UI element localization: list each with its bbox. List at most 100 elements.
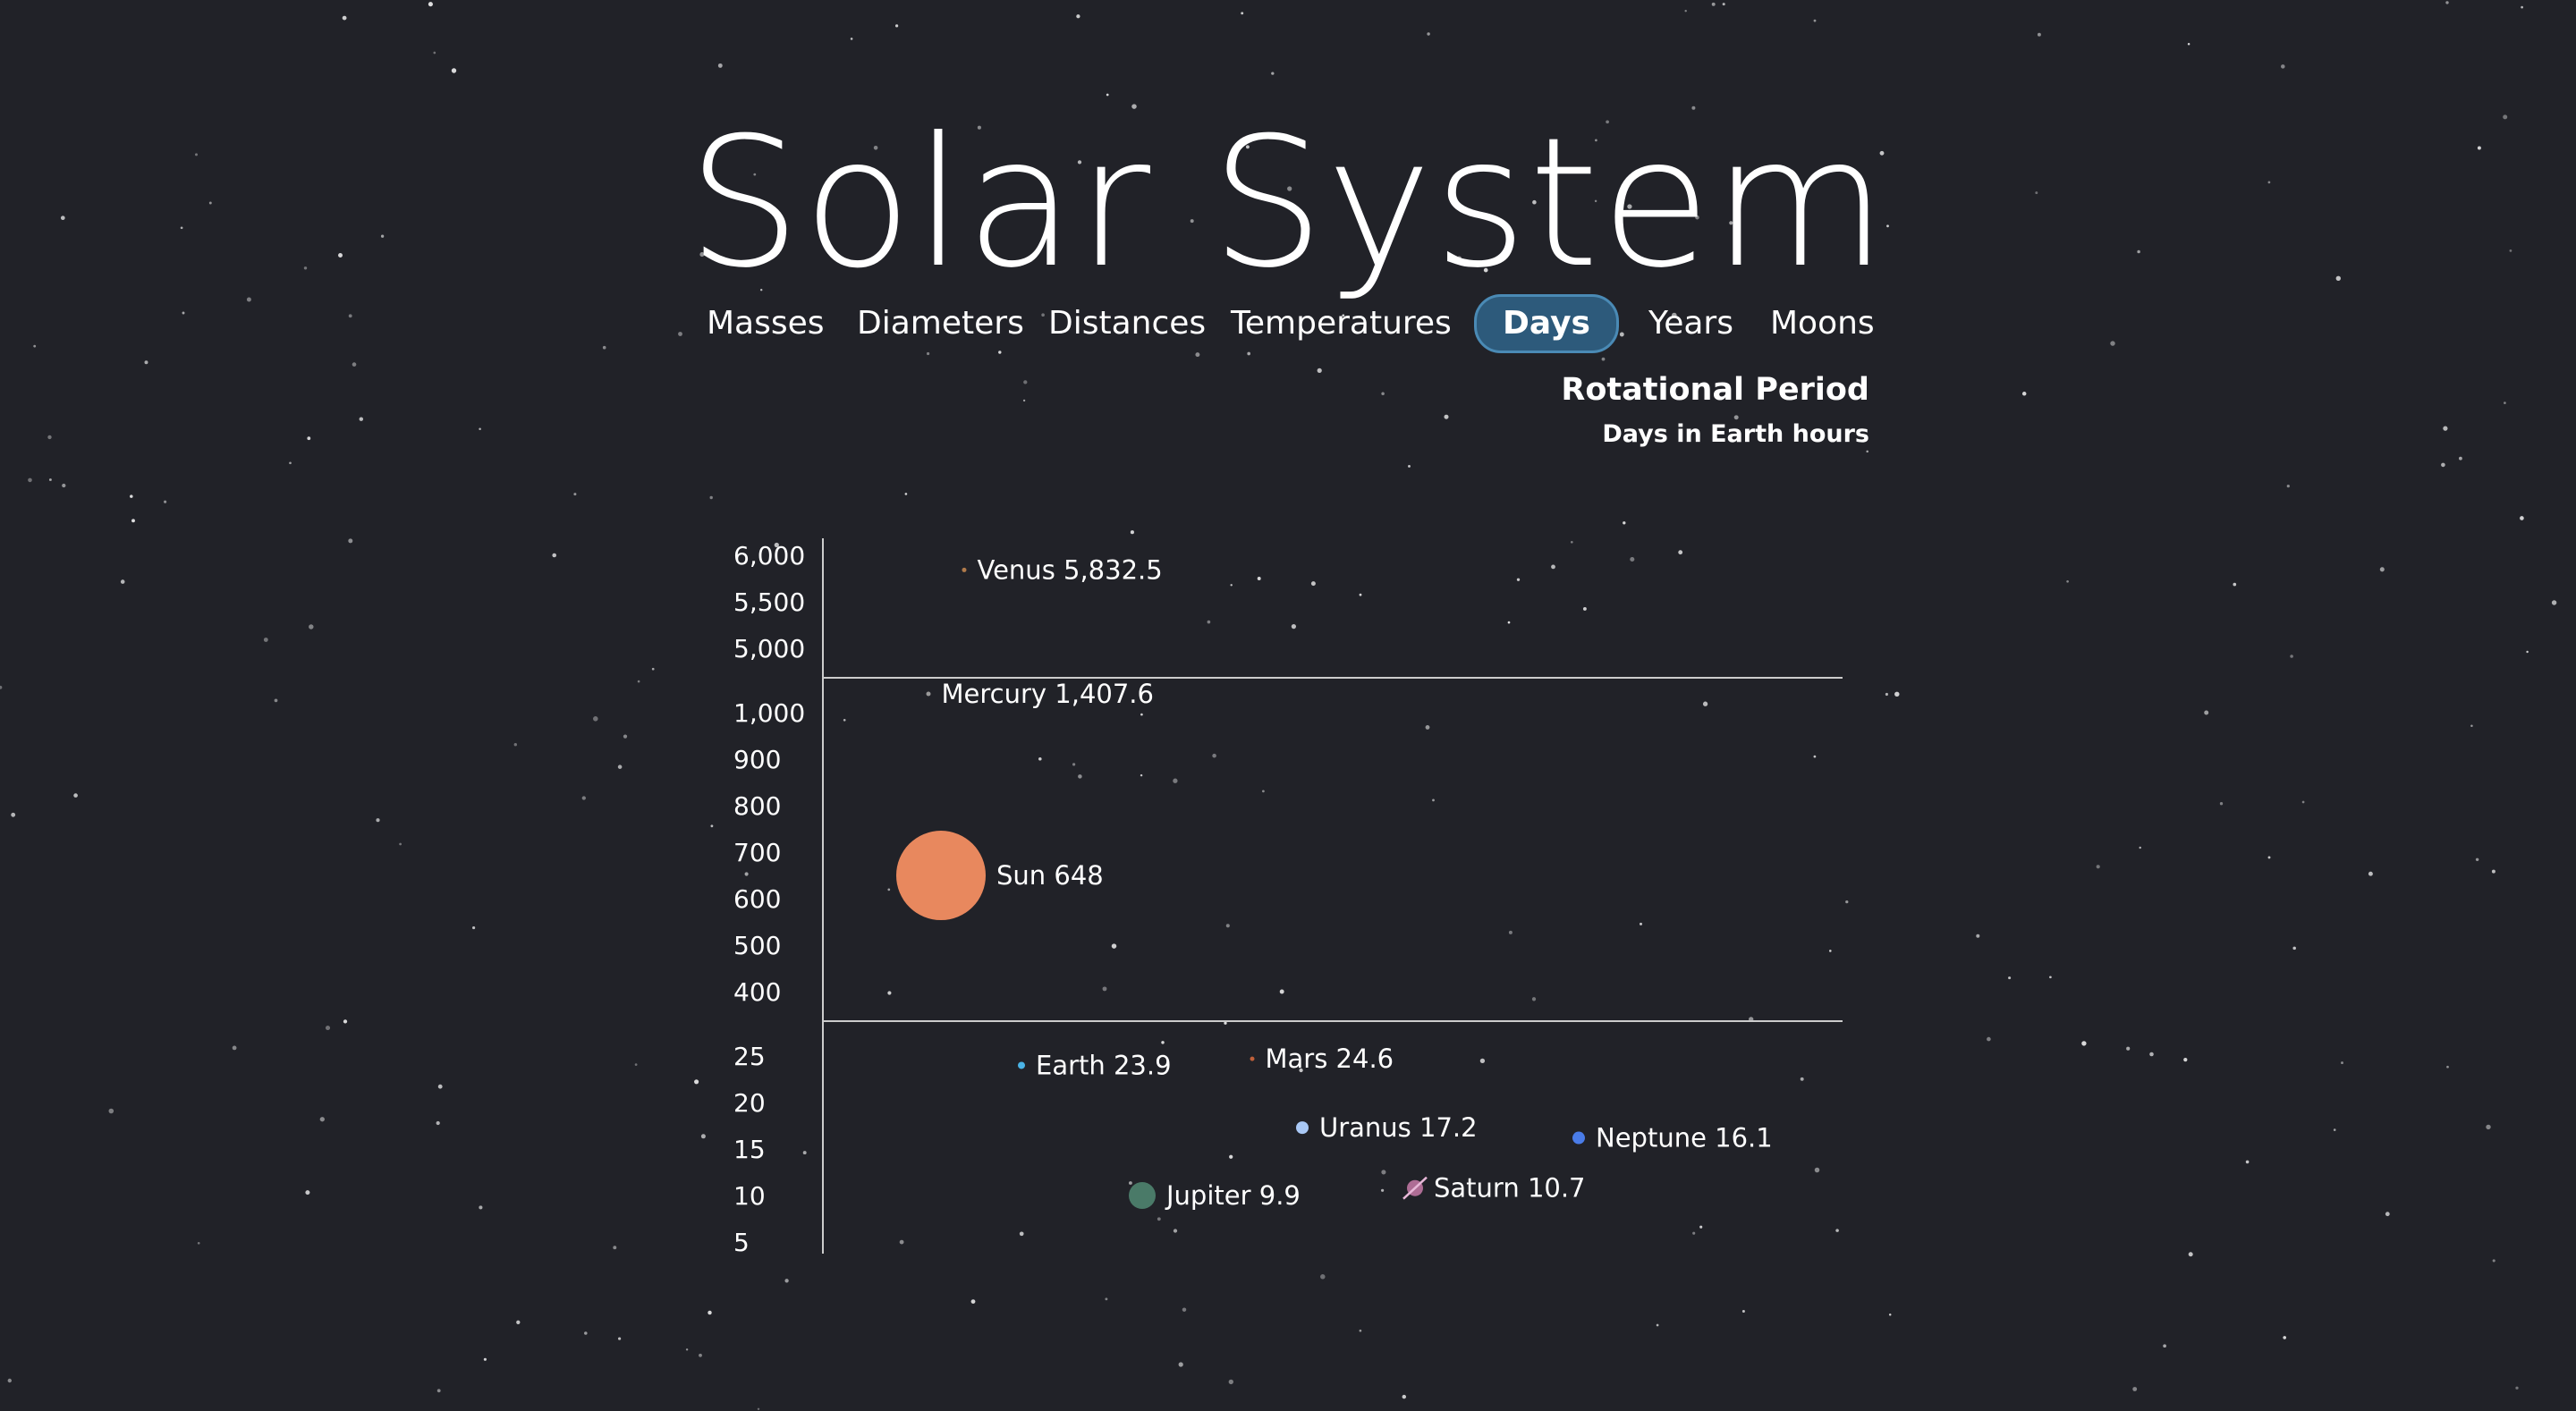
star-dot	[2187, 42, 2190, 46]
tab-masses[interactable]: Masses	[707, 305, 825, 342]
star-dot	[1722, 3, 1725, 6]
tab-diameters[interactable]: Diameters	[857, 305, 1024, 342]
tab-distances[interactable]: Distances	[1048, 305, 1207, 342]
star-dot	[2385, 1212, 2390, 1217]
star-dot	[1207, 620, 1211, 624]
star-dot	[2446, 1065, 2449, 1069]
star-dot	[11, 812, 16, 817]
star-dot	[1038, 757, 1042, 761]
star-dot	[2477, 146, 2481, 150]
star-dot	[1711, 2, 1716, 6]
star-dot	[1630, 556, 1635, 562]
point-uranus	[1296, 1121, 1309, 1135]
star-dot	[1182, 1307, 1187, 1312]
star-dot	[904, 493, 908, 495]
star-dot	[1230, 584, 1233, 587]
star-dot	[2491, 869, 2496, 874]
star-dot	[1310, 581, 1316, 587]
star-dot	[784, 1279, 789, 1283]
star-dot	[195, 153, 198, 156]
point-mars	[1250, 1056, 1255, 1061]
page-title: Solar System	[687, 99, 1889, 308]
y-tick-label: 600	[733, 884, 781, 914]
star-dot	[1425, 724, 1430, 730]
star-dot	[436, 1389, 441, 1393]
star-dot	[2520, 516, 2524, 520]
star-dot	[998, 351, 1002, 354]
star-dot	[1190, 219, 1194, 224]
star-dot	[399, 842, 402, 846]
point-earth	[1018, 1061, 1025, 1069]
tab-years[interactable]: Years	[1648, 305, 1733, 342]
star-dot	[802, 1151, 807, 1155]
star-dot	[2445, 1, 2449, 4]
star-dot	[2341, 1061, 2343, 1065]
point-label-mars: Mars 24.6	[1266, 1043, 1394, 1074]
star-dot	[1695, 215, 1699, 220]
star-dot	[2459, 456, 2462, 460]
point-label-neptune: Neptune 16.1	[1596, 1123, 1773, 1153]
star-dot	[342, 15, 347, 21]
point-label-venus: Venus 5,832.5	[978, 554, 1163, 585]
star-dot	[927, 351, 930, 356]
star-dot	[197, 1241, 200, 1245]
star-dot	[2163, 1344, 2166, 1348]
star-dot	[1257, 577, 1261, 580]
star-dot	[2096, 865, 2100, 869]
star-dot	[2126, 1046, 2131, 1051]
star-dot	[899, 1239, 904, 1245]
star-dot	[977, 125, 981, 130]
star-dot	[887, 991, 892, 995]
star-dot	[359, 417, 364, 421]
star-dot	[1245, 145, 1250, 149]
star-dot	[0, 685, 3, 689]
star-dot	[2503, 114, 2508, 120]
star-dot	[376, 818, 380, 823]
tab-moons[interactable]: Moons	[1770, 305, 1875, 342]
star-dot	[1582, 606, 1587, 611]
star-dot	[2290, 655, 2293, 658]
star-dot	[2183, 1057, 2188, 1062]
star-dot	[1111, 943, 1117, 949]
star-dot	[573, 493, 577, 496]
star-dot	[1287, 186, 1292, 191]
star-dot	[1228, 1379, 1233, 1385]
star-dot	[2132, 1387, 2138, 1391]
star-dot	[700, 1134, 706, 1139]
star-dot	[613, 1246, 617, 1250]
star-dot	[1359, 1329, 1362, 1332]
star-dot	[1516, 578, 1521, 581]
tab-temperatures[interactable]: Temperatures	[1231, 305, 1452, 342]
star-dot	[1699, 1225, 1703, 1229]
star-dot	[1161, 1041, 1165, 1044]
star-dot	[1729, 221, 1733, 225]
star-dot	[1483, 267, 1488, 273]
star-dot	[60, 215, 65, 221]
star-dot	[1157, 1217, 1161, 1221]
star-dot	[1678, 550, 1683, 555]
star-dot	[634, 1063, 638, 1066]
star-dot	[1320, 1274, 1326, 1280]
star-dot	[2292, 946, 2296, 951]
star-dot	[710, 824, 714, 828]
star-dot	[623, 734, 628, 739]
star-dot	[274, 698, 278, 703]
star-dot	[1381, 1170, 1386, 1175]
point-label-uranus: Uranus 17.2	[1319, 1112, 1478, 1143]
star-dot	[28, 477, 32, 483]
star-dot	[1317, 368, 1322, 374]
point-saturn	[1402, 1176, 1428, 1200]
star-dot	[1894, 691, 1900, 697]
point-label-mercury: Mercury 1,407.6	[942, 679, 1154, 709]
star-dot	[1601, 357, 1606, 361]
star-dot	[1178, 1362, 1183, 1367]
star-dot	[2441, 462, 2445, 468]
star-dot	[1078, 774, 1082, 779]
star-dot	[1829, 950, 1832, 952]
point-neptune	[1572, 1131, 1585, 1145]
star-dot	[708, 1310, 712, 1315]
star-dot	[2204, 710, 2209, 715]
tab-days[interactable]: Days	[1474, 294, 1619, 353]
star-dot	[33, 344, 37, 348]
